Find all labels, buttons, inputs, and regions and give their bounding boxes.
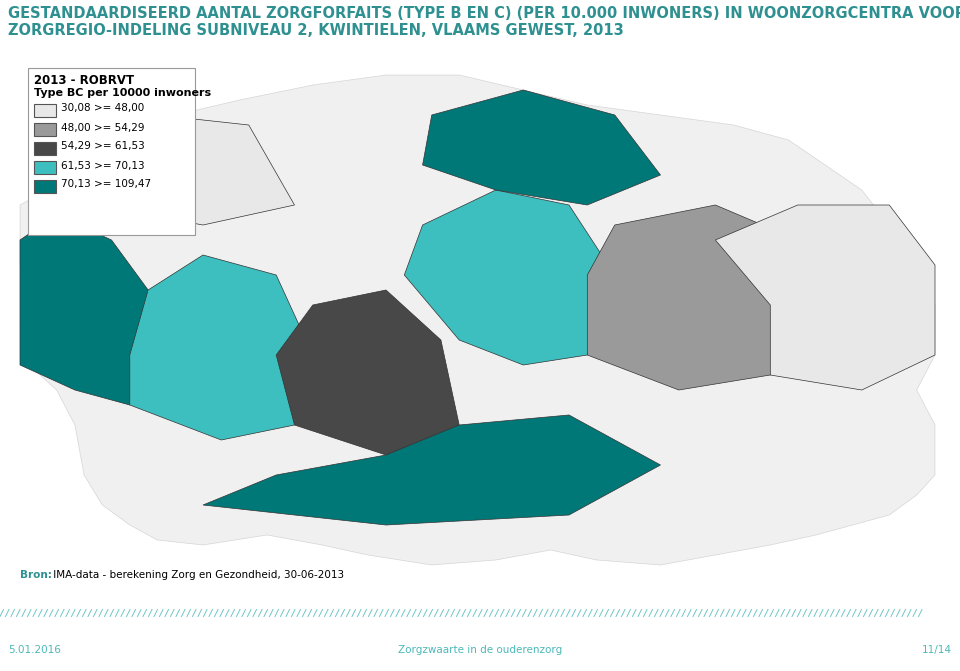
- Bar: [34, 161, 56, 174]
- Text: Zorgzwaarte in de ouderenzorg: Zorgzwaarte in de ouderenzorg: [397, 645, 563, 655]
- Text: 11/14: 11/14: [922, 645, 952, 655]
- Text: ZORGREGIO-INDELING SUBNIVEAU 2, KWINTIELEN, VLAAMS GEWEST, 2013: ZORGREGIO-INDELING SUBNIVEAU 2, KWINTIEL…: [8, 23, 624, 38]
- Text: 48,00 >= 54,29: 48,00 >= 54,29: [61, 123, 145, 132]
- PathPatch shape: [715, 205, 935, 390]
- Text: 30,08 >= 48,00: 30,08 >= 48,00: [61, 103, 144, 113]
- Bar: [34, 180, 56, 193]
- PathPatch shape: [203, 415, 660, 525]
- Text: 54,29 >= 61,53: 54,29 >= 61,53: [61, 142, 145, 152]
- Text: Type BC per 10000 inwoners: Type BC per 10000 inwoners: [34, 88, 211, 98]
- Text: 61,53 >= 70,13: 61,53 >= 70,13: [61, 160, 145, 170]
- Text: 2013 - ROBRVT: 2013 - ROBRVT: [34, 74, 134, 87]
- PathPatch shape: [75, 115, 295, 225]
- PathPatch shape: [404, 190, 614, 365]
- PathPatch shape: [422, 90, 660, 205]
- Bar: [34, 104, 56, 117]
- Bar: [34, 142, 56, 155]
- Text: IMA-data - berekening Zorg en Gezondheid, 30-06-2013: IMA-data - berekening Zorg en Gezondheid…: [50, 570, 344, 580]
- PathPatch shape: [276, 290, 459, 455]
- PathPatch shape: [588, 205, 826, 390]
- PathPatch shape: [130, 255, 313, 440]
- PathPatch shape: [20, 75, 935, 565]
- Bar: [34, 123, 56, 136]
- Bar: [20, 65, 935, 565]
- Bar: [28, 68, 195, 235]
- Text: 70,13 >= 109,47: 70,13 >= 109,47: [61, 180, 151, 189]
- Text: 5.01.2016: 5.01.2016: [8, 645, 60, 655]
- Text: Bron:: Bron:: [20, 570, 52, 580]
- Text: GESTANDAARDISEERD AANTAL ZORGFORFAITS (TYPE B EN C) (PER 10.000 INWONERS) IN WOO: GESTANDAARDISEERD AANTAL ZORGFORFAITS (T…: [8, 6, 960, 21]
- PathPatch shape: [20, 215, 157, 405]
